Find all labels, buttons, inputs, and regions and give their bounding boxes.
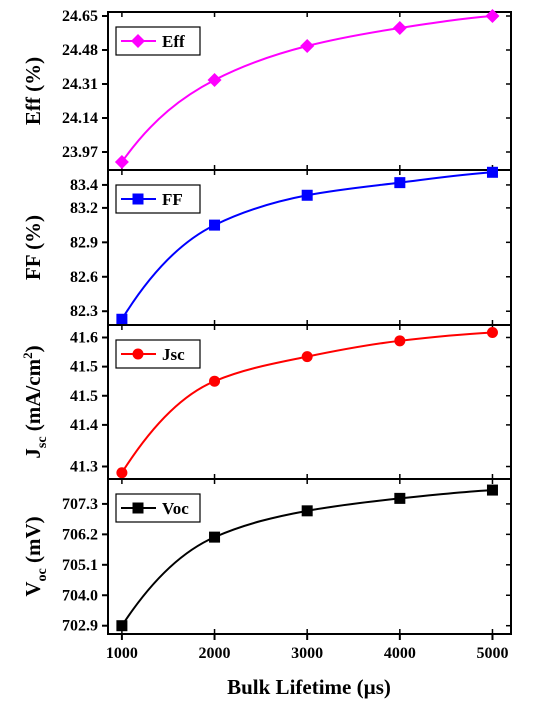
legend-label: FF [162, 190, 183, 209]
data-point-eff [392, 21, 407, 35]
data-point-voc [209, 531, 221, 543]
legend: Eff [115, 26, 201, 56]
legend-label: Voc [162, 499, 189, 518]
x-axis-label: Bulk Lifetime (µs) [227, 675, 391, 699]
y-tick-label: 41.6 [70, 329, 98, 346]
y-tick-label: 24.48 [62, 42, 98, 59]
y-tick-label: 41.4 [70, 417, 98, 434]
data-point-voc [394, 492, 406, 504]
legend-box [115, 339, 201, 369]
legend: Voc [115, 493, 201, 523]
data-point-voc [301, 505, 313, 517]
y-tick-label: 41.3 [70, 459, 98, 476]
y-tick-label: 82.3 [70, 303, 98, 320]
legend-marker [132, 348, 144, 360]
legend: Jsc [115, 339, 201, 369]
y-tick-label: 707.3 [62, 496, 98, 513]
data-point-ff [394, 177, 406, 189]
data-point-voc [116, 620, 128, 632]
data-point-eff [207, 73, 222, 87]
data-point-jsc [486, 326, 498, 338]
plot-frame [107, 478, 512, 635]
y-tick-label: 705.1 [62, 557, 98, 574]
data-point-eff [485, 9, 500, 23]
data-point-jsc [209, 375, 221, 387]
data-point-jsc [301, 351, 313, 363]
data-point-ff [116, 313, 128, 325]
y-tick-label: 24.31 [62, 76, 98, 93]
legend: FF [115, 184, 201, 214]
legend-marker [132, 193, 144, 205]
legend-marker [131, 34, 145, 48]
x-tick-label: 4000 [384, 645, 416, 662]
y-tick-label: 83.4 [70, 177, 98, 194]
panel-voc: 702.9 704.0 705.1 706.2 707.3 Voc (mV) Voc [21, 478, 512, 635]
x-tick-label: 1000 [106, 645, 138, 662]
y-axis-label: Eff (%) [21, 57, 45, 125]
data-point-ff [486, 166, 498, 178]
shared-x-axis: 1000 2000 3000 4000 5000 [106, 634, 508, 662]
y-tick-label: 83.2 [70, 200, 98, 217]
data-point-jsc [116, 467, 128, 479]
data-point-ff [301, 189, 313, 201]
y-axis-label: FF (%) [21, 215, 45, 280]
x-tick-label: 2000 [199, 645, 231, 662]
data-point-ff [209, 219, 221, 231]
y-tick-label: 41.5 [70, 388, 98, 405]
legend-label: Jsc [162, 345, 185, 364]
panel-ff: 82.3 82.6 82.9 83.2 83.4 FF (%) FF [21, 166, 512, 326]
y-tick-label: 24.14 [62, 110, 98, 127]
y-tick-label: 706.2 [62, 526, 98, 543]
data-point-eff [114, 155, 129, 169]
y-tick-label: 23.97 [62, 144, 98, 161]
y-tick-label: 704.0 [62, 587, 98, 604]
panel-jsc: 41.3 41.4 41.5 41.5 41.6 Jsc (mA/cm2) Jsc [20, 324, 512, 480]
x-tick-label: 5000 [476, 645, 508, 662]
data-point-jsc [394, 335, 406, 347]
y-tick-label: 82.9 [70, 234, 98, 251]
y-axis-label: Voc (mV) [21, 516, 50, 596]
x-tick-label: 3000 [291, 645, 323, 662]
legend-label: Eff [162, 32, 185, 51]
panel-eff: 23.97 24.14 24.31 24.48 24.65 Eff (%) Eff [21, 8, 512, 171]
y-tick-label: 82.6 [70, 269, 98, 286]
y-tick-label: 24.65 [62, 8, 98, 25]
y-tick-label: 41.5 [70, 359, 98, 376]
y-axis-label: Jsc (mA/cm2) [20, 345, 50, 458]
legend-marker [132, 502, 144, 514]
data-point-voc [486, 484, 498, 496]
y-tick-label: 702.9 [62, 618, 98, 635]
data-point-eff [300, 39, 315, 53]
